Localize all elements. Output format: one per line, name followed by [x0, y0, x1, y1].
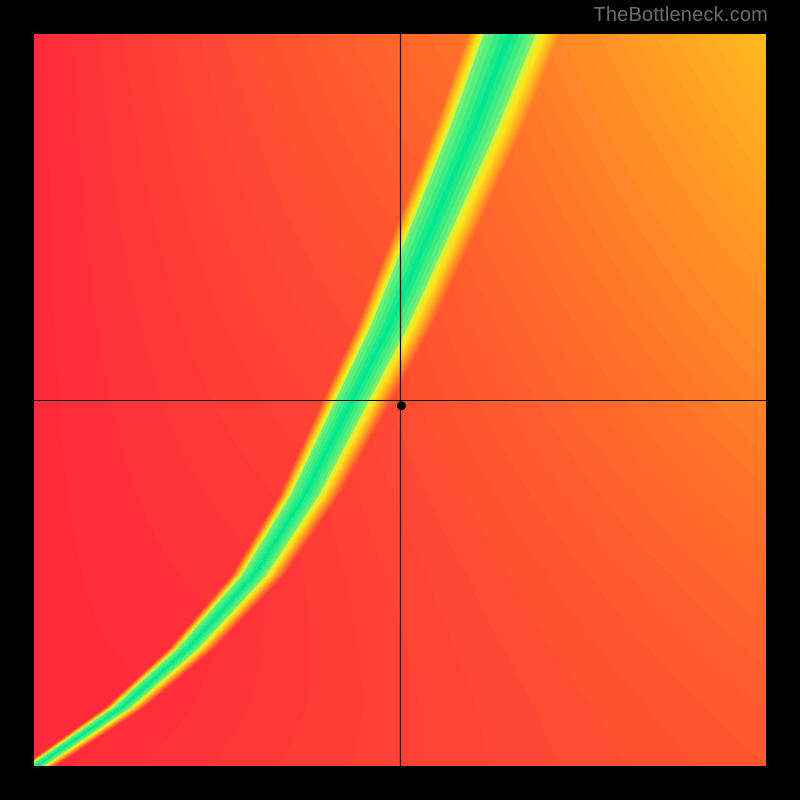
bottleneck-heatmap	[34, 34, 766, 766]
watermark-label: TheBottleneck.com	[593, 4, 768, 27]
